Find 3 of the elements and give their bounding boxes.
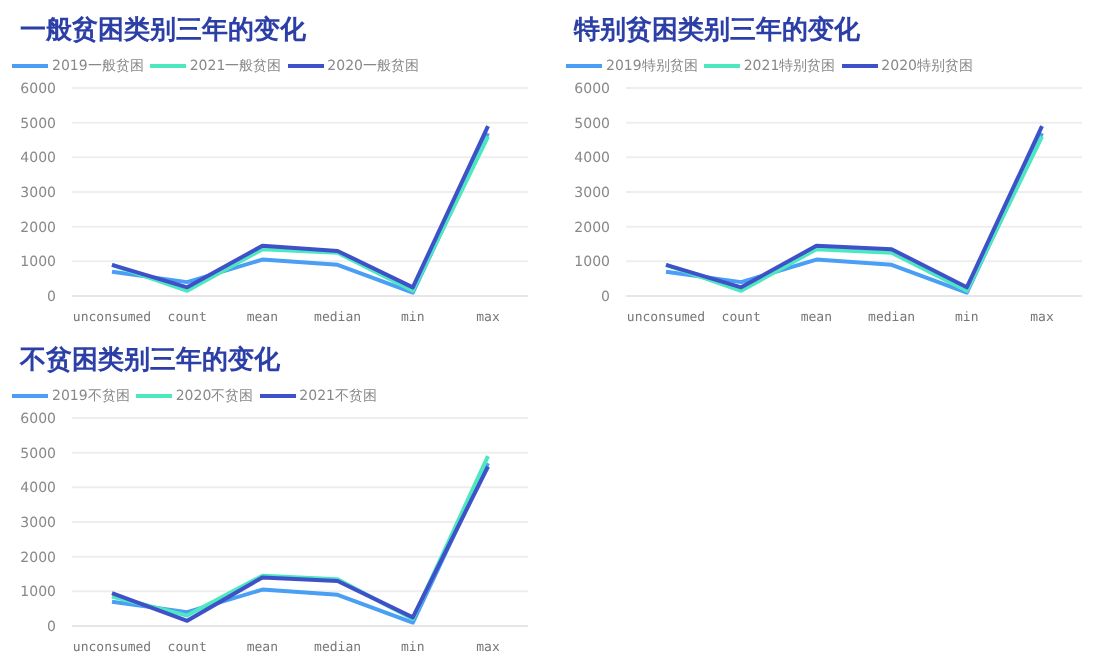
chart-title: 不贫困类别三年的变化 (20, 343, 280, 378)
chart-title: 特别贫困类别三年的变化 (574, 13, 860, 48)
chart-title: 一般贫困类别三年的变化 (20, 13, 306, 48)
